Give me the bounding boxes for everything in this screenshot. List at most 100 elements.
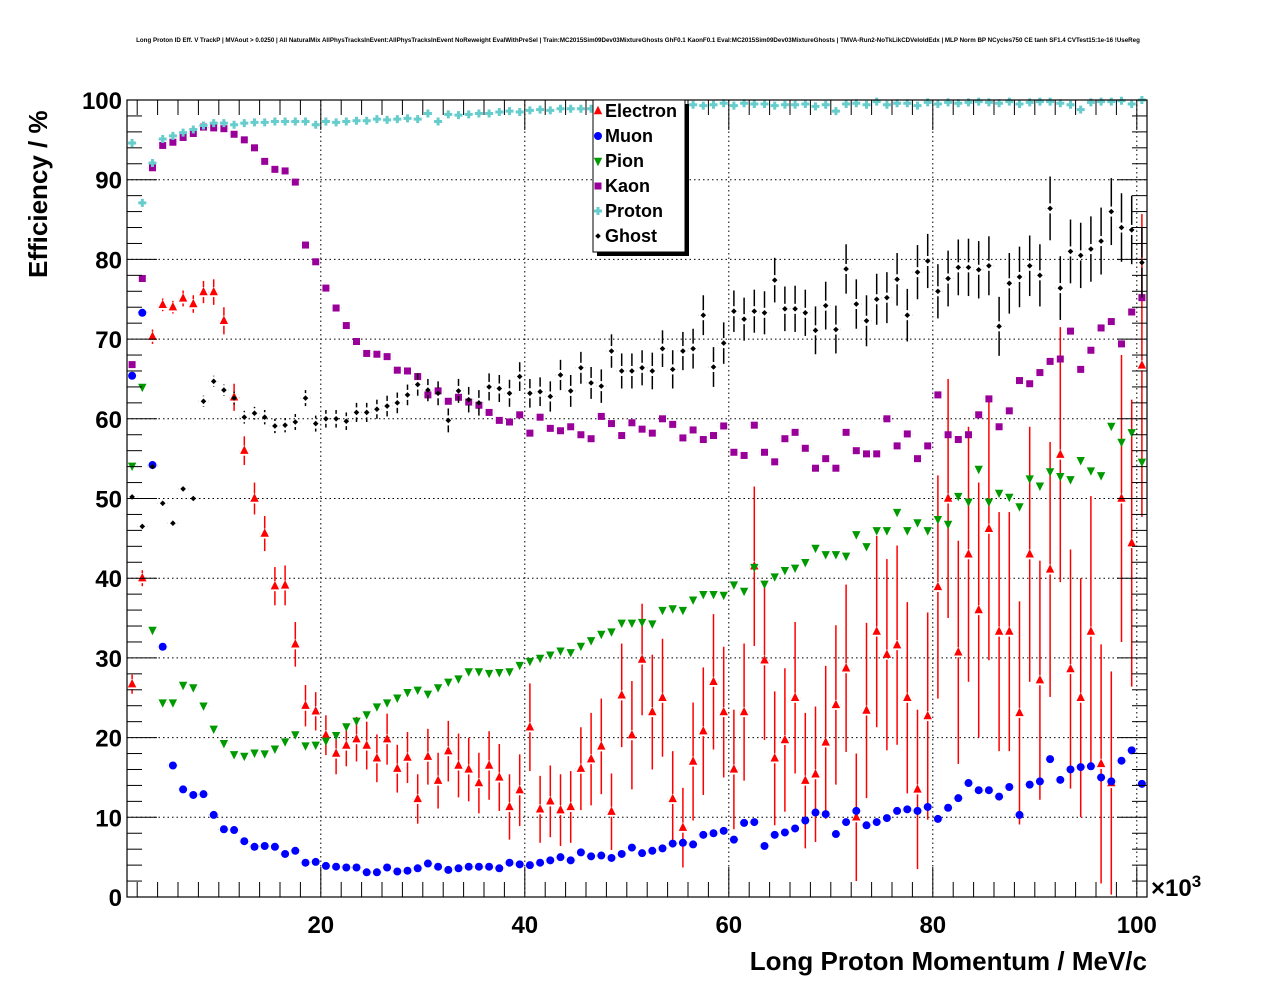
data-point bbox=[1046, 357, 1054, 365]
data-point bbox=[913, 101, 922, 110]
data-point bbox=[342, 322, 350, 330]
data-point bbox=[168, 302, 178, 311]
data-point bbox=[1107, 777, 1116, 786]
data-point bbox=[261, 414, 268, 421]
data-point bbox=[219, 315, 229, 324]
data-point bbox=[474, 109, 483, 118]
data-point bbox=[148, 158, 157, 167]
data-point bbox=[832, 464, 840, 472]
data-point bbox=[740, 451, 748, 459]
y-tick-label: 0 bbox=[109, 885, 122, 912]
data-point bbox=[128, 361, 136, 369]
data-point bbox=[169, 138, 177, 146]
data-point bbox=[342, 723, 351, 732]
data-point bbox=[984, 498, 994, 507]
data-point bbox=[240, 136, 248, 144]
data-point bbox=[1117, 493, 1126, 502]
data-point bbox=[433, 684, 443, 693]
y-tick-label: 100 bbox=[82, 88, 122, 115]
data-point bbox=[209, 810, 218, 819]
data-point bbox=[404, 392, 411, 398]
data-point bbox=[954, 794, 963, 803]
data-point bbox=[740, 99, 749, 108]
data-point bbox=[965, 431, 972, 439]
legend-marker-pion-icon bbox=[593, 157, 603, 167]
data-point bbox=[638, 425, 646, 433]
data-point bbox=[423, 690, 433, 699]
data-point bbox=[260, 841, 269, 850]
data-point bbox=[750, 818, 759, 827]
data-point bbox=[974, 97, 983, 106]
data-point bbox=[924, 442, 932, 450]
data-point bbox=[1035, 675, 1045, 684]
data-point bbox=[1056, 775, 1065, 784]
data-point bbox=[1118, 224, 1125, 231]
data-point bbox=[709, 590, 718, 600]
legend-marker-electron-icon bbox=[593, 105, 603, 115]
data-point bbox=[127, 679, 137, 688]
data-point bbox=[515, 107, 524, 116]
data-point bbox=[587, 435, 595, 443]
data-point bbox=[291, 846, 300, 855]
data-point bbox=[311, 741, 320, 750]
data-point bbox=[260, 118, 269, 127]
data-point bbox=[648, 620, 657, 629]
data-point bbox=[680, 348, 686, 354]
data-point bbox=[1045, 468, 1055, 477]
data-point bbox=[199, 121, 208, 130]
data-point bbox=[780, 734, 790, 744]
data-point bbox=[271, 165, 279, 173]
data-point bbox=[454, 864, 463, 873]
data-point bbox=[251, 144, 258, 152]
data-point bbox=[597, 741, 606, 750]
data-point bbox=[1139, 259, 1145, 266]
data-point bbox=[158, 642, 167, 651]
data-point bbox=[576, 642, 586, 652]
series-pion bbox=[127, 383, 1147, 762]
data-point bbox=[802, 309, 809, 316]
data-point bbox=[699, 726, 708, 735]
data-point bbox=[984, 98, 993, 107]
data-point bbox=[414, 381, 421, 388]
data-point bbox=[903, 99, 912, 108]
data-point bbox=[801, 816, 810, 825]
data-point bbox=[853, 301, 860, 307]
data-point bbox=[984, 523, 994, 532]
data-point bbox=[841, 552, 851, 562]
data-point bbox=[230, 120, 239, 129]
data-point bbox=[149, 164, 156, 172]
data-point bbox=[731, 308, 737, 315]
legend-marker-muon-icon bbox=[594, 132, 602, 140]
data-point bbox=[690, 345, 696, 352]
data-point bbox=[332, 118, 341, 127]
data-point bbox=[362, 116, 371, 125]
data-point bbox=[679, 434, 687, 442]
data-point bbox=[323, 416, 329, 422]
data-point bbox=[872, 527, 881, 536]
data-point bbox=[1066, 100, 1075, 109]
data-point bbox=[1016, 377, 1023, 385]
data-point bbox=[994, 489, 1004, 499]
data-point bbox=[842, 818, 851, 827]
data-point bbox=[444, 110, 453, 119]
data-point bbox=[352, 116, 361, 125]
data-point bbox=[352, 733, 361, 743]
data-point bbox=[556, 804, 565, 814]
data-point bbox=[862, 821, 871, 830]
data-point bbox=[393, 867, 402, 876]
data-point bbox=[577, 431, 585, 439]
data-point bbox=[760, 580, 769, 589]
data-point bbox=[933, 99, 942, 108]
data-point bbox=[149, 463, 156, 470]
data-point bbox=[801, 775, 810, 784]
data-point bbox=[739, 587, 749, 597]
data-point bbox=[913, 784, 922, 793]
data-point bbox=[210, 378, 217, 385]
data-point bbox=[128, 139, 137, 148]
data-point bbox=[791, 824, 800, 833]
data-point bbox=[180, 486, 186, 492]
data-point bbox=[1025, 549, 1034, 558]
series-ghost bbox=[127, 176, 1147, 530]
data-point bbox=[1015, 99, 1024, 108]
data-point bbox=[301, 742, 310, 751]
